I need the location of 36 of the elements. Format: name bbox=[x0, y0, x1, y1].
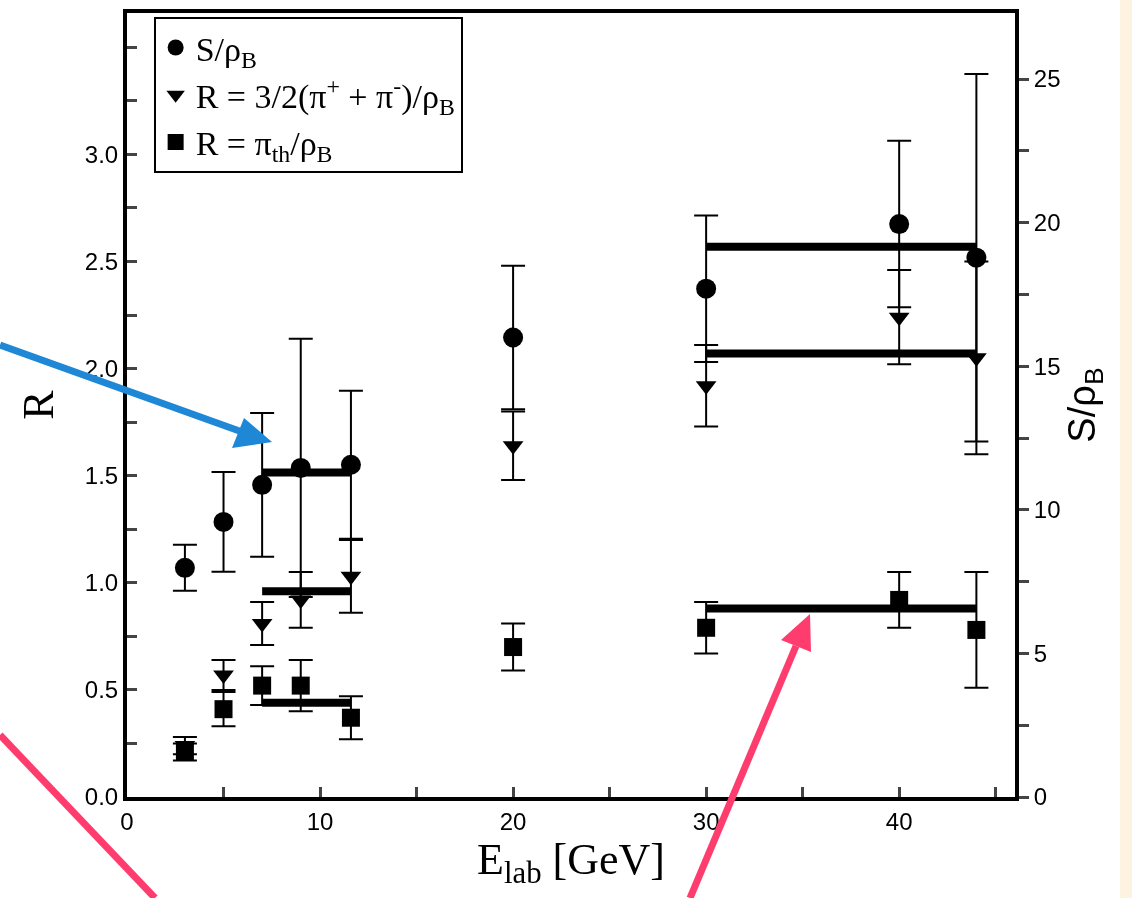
y-tick-label: 0.5 bbox=[84, 676, 119, 704]
y-tick-label: 1.0 bbox=[84, 569, 119, 597]
legend-label: R = π$_{th}$/ρ$_{B}$ bbox=[195, 125, 333, 168]
y2-tick-label: 20 bbox=[1033, 209, 1061, 237]
text: 0.0 bbox=[84, 783, 119, 811]
x-tick-label: 20 bbox=[499, 807, 527, 835]
legend-label: R = 3/2(π$^{+}$ + π$^{-}$)/ρ$_{B}$ bbox=[195, 72, 455, 121]
point bbox=[504, 638, 523, 657]
y2-tick-label: 25 bbox=[1033, 65, 1061, 93]
y-tick-label: 3.0 bbox=[84, 140, 119, 168]
point bbox=[503, 327, 524, 348]
point bbox=[213, 511, 234, 532]
point bbox=[341, 708, 360, 727]
point bbox=[174, 557, 195, 578]
y-tick-label: 1.5 bbox=[84, 462, 119, 490]
point bbox=[214, 700, 233, 719]
point bbox=[252, 474, 273, 495]
y-axis-title: R bbox=[14, 389, 64, 420]
point bbox=[697, 618, 716, 637]
point bbox=[291, 676, 310, 695]
x-tick-label: 30 bbox=[692, 807, 720, 835]
x-tick-label: 10 bbox=[306, 807, 334, 835]
legend-label: S/ρ$_{B}$ bbox=[195, 30, 257, 73]
y2-tick-label: 0 bbox=[1033, 783, 1048, 811]
y2-tick-label: 10 bbox=[1033, 496, 1061, 524]
y2-tick-label: 5 bbox=[1033, 639, 1048, 667]
point bbox=[696, 278, 717, 299]
point bbox=[253, 676, 272, 695]
point bbox=[889, 214, 910, 235]
y2-tick-label: 15 bbox=[1033, 352, 1061, 380]
y-tick-label: 2.5 bbox=[84, 247, 119, 275]
x-tick-label: 40 bbox=[885, 807, 913, 835]
x-axis-title: E$_{lab}$ [GeV] bbox=[477, 834, 665, 891]
point bbox=[967, 620, 986, 639]
x-tick-label: 0 bbox=[120, 807, 134, 835]
point bbox=[966, 247, 987, 268]
